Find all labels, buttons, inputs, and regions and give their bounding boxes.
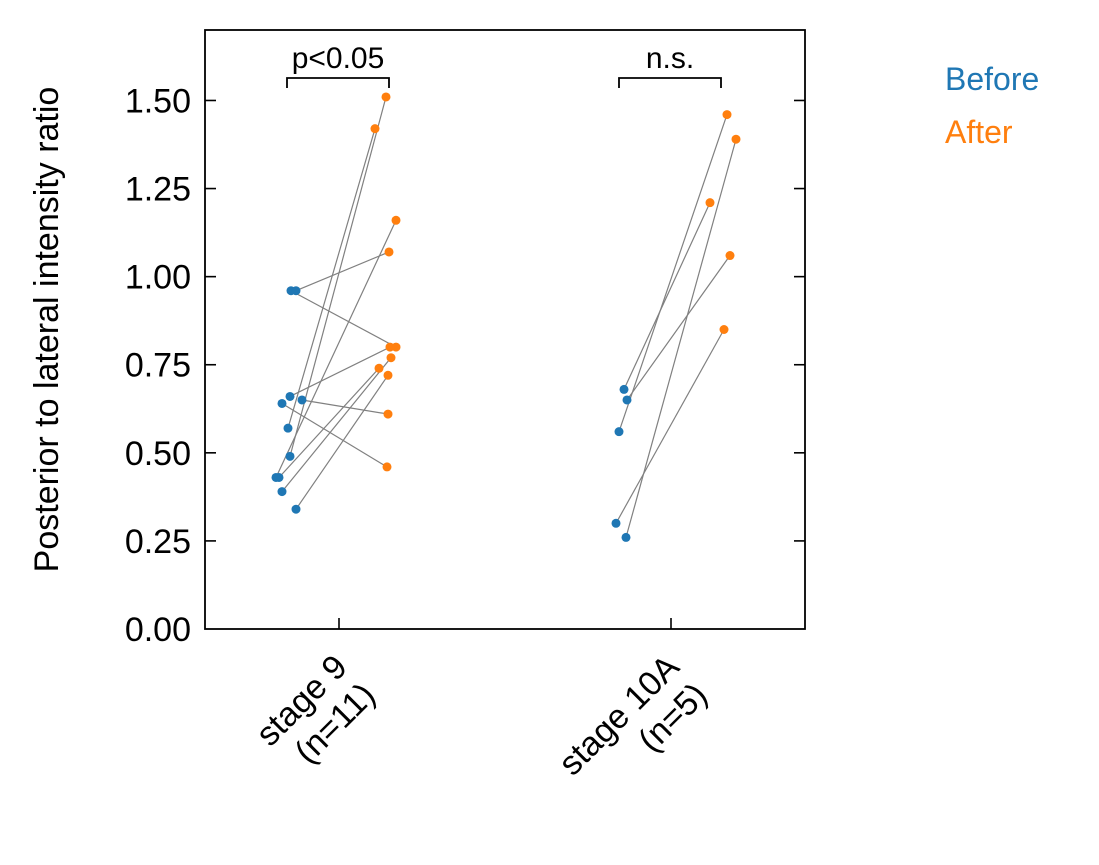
before-point	[611, 518, 621, 528]
pair-connector-line	[295, 251, 390, 292]
after-point	[374, 363, 384, 373]
after-point	[391, 215, 401, 225]
before-point	[277, 398, 287, 408]
pair-connector-line	[625, 139, 737, 538]
pair-connector-line	[626, 255, 731, 401]
significance-bracket	[618, 77, 722, 88]
y-tick-label: 1.00	[125, 259, 191, 297]
after-point	[370, 124, 380, 134]
before-point	[283, 423, 293, 433]
after-point	[382, 462, 392, 472]
pair-connector-line	[281, 402, 388, 468]
pair-connector-line	[278, 367, 380, 478]
before-point	[291, 286, 301, 296]
y-tick-label: 1.25	[125, 171, 191, 209]
before-point	[619, 384, 629, 394]
pair-connector-line	[618, 114, 728, 432]
pair-connector-line	[289, 346, 391, 397]
after-point	[722, 110, 732, 120]
after-point	[725, 251, 735, 261]
after-point	[381, 92, 391, 102]
after-point	[731, 134, 741, 144]
legend-entry: After	[945, 114, 1013, 150]
before-point	[285, 391, 295, 401]
pair-connector-line	[281, 357, 392, 492]
legend-entry: Before	[945, 61, 1039, 97]
pair-connector-line	[623, 202, 711, 390]
before-point	[614, 427, 624, 437]
after-point	[719, 325, 729, 334]
pair-connector-line	[275, 220, 397, 478]
after-point	[384, 247, 394, 257]
before-point	[297, 395, 307, 405]
y-tick-label: 0.75	[125, 347, 191, 385]
y-tick-label: 0.50	[125, 435, 191, 473]
significance-label: n.s.	[646, 42, 694, 75]
pair-connector-line	[290, 290, 397, 348]
after-point	[383, 370, 393, 380]
before-point	[277, 487, 287, 497]
pair-connector-line	[295, 374, 389, 510]
before-point	[291, 504, 301, 514]
significance-label: p<0.05	[292, 42, 385, 75]
after-point	[705, 198, 715, 208]
plot-frame	[204, 29, 806, 630]
significance-bracket	[286, 77, 390, 88]
after-point	[383, 409, 393, 419]
before-point	[274, 472, 284, 482]
y-axis-label: Posterior to lateral intensity ratio	[28, 87, 66, 573]
before-point	[621, 532, 631, 542]
after-point	[385, 342, 395, 352]
pair-connector-line	[289, 96, 387, 457]
y-tick-label: 0.00	[125, 611, 191, 649]
pair-connector-line	[301, 399, 389, 415]
pair-connector-line	[287, 128, 376, 429]
before-point	[285, 451, 295, 461]
after-point	[386, 353, 396, 363]
y-tick-label: 0.25	[125, 523, 191, 561]
pair-connector-line	[615, 329, 725, 524]
before-point	[622, 395, 632, 405]
y-tick-label: 1.50	[125, 82, 191, 120]
